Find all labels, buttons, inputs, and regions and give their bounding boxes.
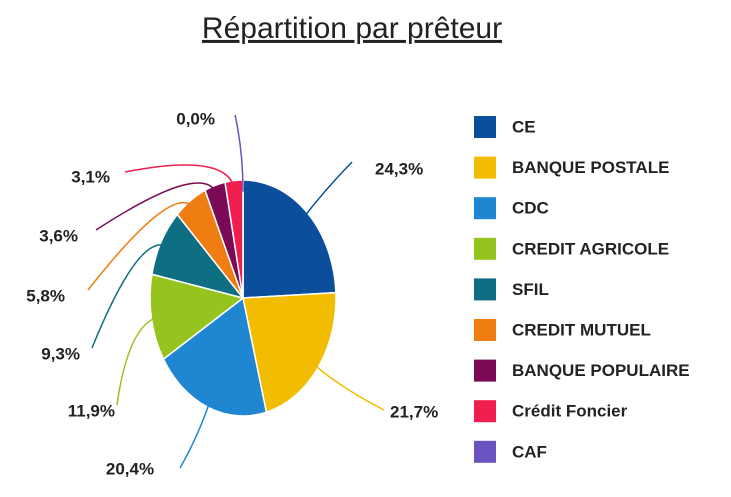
legend-label: SFIL — [512, 280, 549, 299]
leader-line — [91, 244, 170, 349]
leader-line — [124, 164, 236, 193]
data-label: 5,8% — [26, 286, 65, 305]
legend-label: CAF — [512, 442, 547, 461]
pie-slice — [242, 179, 337, 299]
legend-label: CE — [512, 117, 536, 136]
legend-label: BANQUE POPULAIRE — [512, 361, 690, 380]
legend-label: BANQUE POSTALE — [512, 158, 669, 177]
legend-label: CDC — [512, 199, 549, 218]
legend-swatch — [474, 359, 496, 382]
legend-swatch — [474, 237, 496, 260]
legend-swatch — [474, 440, 496, 463]
data-label: 20,4% — [106, 459, 154, 478]
leader-line — [300, 161, 353, 222]
data-label: 9,3% — [41, 344, 80, 363]
data-label: 0,0% — [176, 109, 215, 128]
legend-swatch — [474, 400, 496, 423]
leader-line — [95, 182, 219, 231]
data-label: 3,1% — [71, 167, 110, 186]
legend-label: CREDIT MUTUEL — [512, 320, 651, 339]
leader-line — [179, 396, 213, 469]
legend-label: Crédit Foncier — [512, 402, 628, 421]
legend-swatch — [474, 319, 496, 341]
legend-swatch — [474, 116, 496, 138]
data-label: 3,6% — [39, 226, 78, 245]
data-label: 24,3% — [375, 159, 423, 178]
legend-swatch — [474, 197, 496, 220]
legend-swatch — [474, 156, 496, 179]
legend-swatch — [474, 278, 496, 301]
data-label: 11,9% — [68, 401, 115, 420]
chart-title: Répartition par prêteur — [202, 12, 502, 45]
data-label: 21,7% — [390, 402, 438, 421]
leader-line — [116, 315, 161, 406]
legend-label: CREDIT AGRICOLE — [512, 239, 669, 258]
leader-line — [309, 360, 385, 411]
leader-line — [87, 201, 197, 291]
pie-slice — [149, 273, 245, 361]
leader-line — [234, 114, 244, 192]
